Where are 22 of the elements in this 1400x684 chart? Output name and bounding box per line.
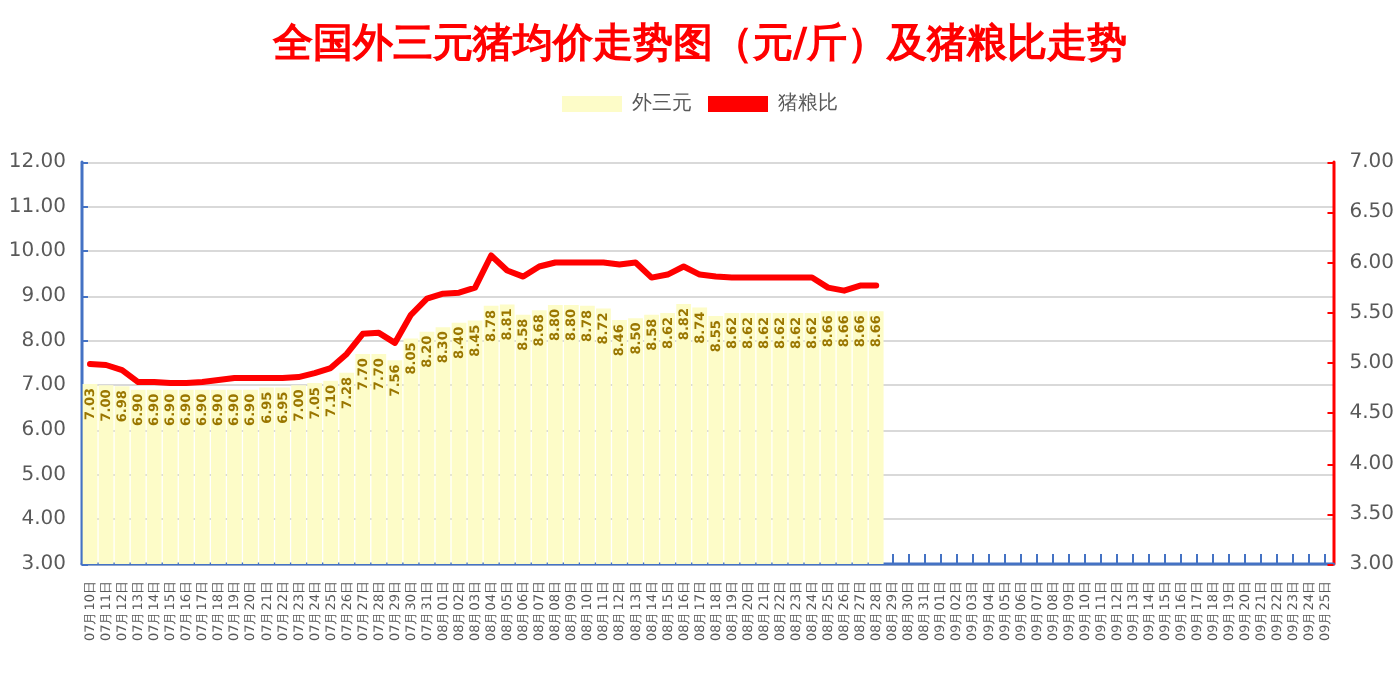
y2-tick-label: 5.00 bbox=[1349, 352, 1394, 374]
y2-tick-label: 4.00 bbox=[1349, 452, 1394, 475]
y2-tick-label: 3.50 bbox=[1349, 502, 1394, 525]
y2-tick-label: 7.00 bbox=[1349, 151, 1394, 173]
y-tick-label: 10.00 bbox=[8, 240, 66, 263]
y-tick-label: 3.00 bbox=[21, 553, 66, 575]
legend-label: 猪粮比 bbox=[778, 91, 838, 115]
y-tick-label: 8.00 bbox=[21, 329, 66, 352]
y-tick-label: 12.00 bbox=[8, 151, 66, 173]
y2-tick-label: 5.50 bbox=[1349, 301, 1394, 324]
y-tick-label: 11.00 bbox=[8, 195, 66, 218]
y-tick-label: 4.00 bbox=[21, 508, 66, 531]
legend-label: 外三元 bbox=[632, 93, 692, 115]
y2-tick-label: 3.00 bbox=[1349, 553, 1394, 575]
y2-tick-label: 4.50 bbox=[1349, 402, 1394, 425]
y-tick-label: 7.00 bbox=[21, 374, 66, 397]
y2-tick-label: 6.50 bbox=[1349, 201, 1394, 224]
y-tick-label: 9.00 bbox=[21, 285, 66, 307]
y-tick-label: 6.00 bbox=[21, 419, 66, 441]
y-tick-label: 5.00 bbox=[21, 463, 66, 486]
chart-title: 全国外三元猪均价走势图（元/斤）及猪粮比走势 bbox=[270, 18, 1128, 66]
y2-tick-label: 6.00 bbox=[1349, 251, 1394, 274]
